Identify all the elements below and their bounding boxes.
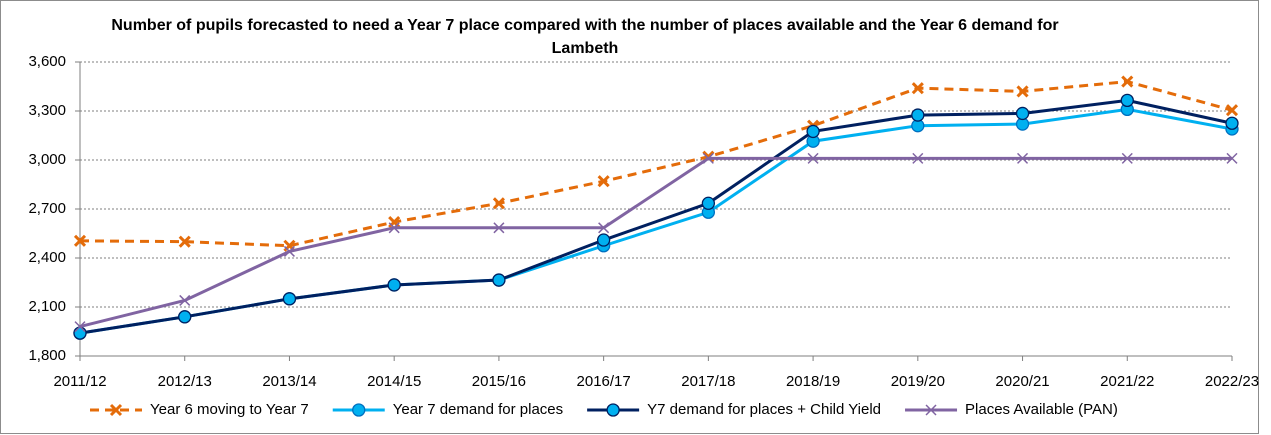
chart-title: Number of pupils forecasted to need a Ye… (111, 17, 1059, 57)
legend-label: Year 6 moving to Year 7 (150, 401, 309, 418)
y-tick-label: 3,600 (28, 53, 66, 70)
y-tick-label: 1,800 (28, 347, 66, 364)
legend-item: Y7 demand for places + Child Yield (587, 401, 881, 418)
data-point (598, 222, 610, 234)
legend-label: Places Available (PAN) (965, 401, 1118, 418)
legend-item: Year 6 moving to Year 7 (90, 401, 309, 418)
data-point (283, 245, 295, 257)
x-tick-label: 2018/19 (786, 373, 840, 390)
data-point (179, 294, 191, 306)
data-point (1226, 152, 1238, 164)
data-point (492, 273, 506, 287)
legend-marker (352, 403, 366, 417)
data-point (1121, 152, 1133, 164)
x-tick-label: 2019/20 (891, 373, 945, 390)
y-tick-label: 3,300 (28, 102, 66, 119)
x-tick-label: 2021/22 (1100, 373, 1154, 390)
data-point (387, 278, 401, 292)
data-point (911, 108, 925, 122)
data-point (1120, 93, 1134, 108)
data-point (1015, 106, 1030, 121)
x-tick-label: 2017/18 (681, 373, 735, 390)
data-point (911, 82, 924, 95)
data-point (806, 124, 820, 139)
legend-marker (109, 403, 123, 417)
x-tick-label: 2020/21 (995, 373, 1049, 390)
data-point (73, 234, 87, 247)
data-point (807, 152, 819, 164)
data-point (701, 196, 716, 210)
data-point (1225, 116, 1239, 130)
y-tick-label: 2,400 (28, 249, 66, 266)
data-point (178, 310, 192, 324)
x-tick-label: 2015/16 (472, 373, 526, 390)
data-point (178, 235, 191, 248)
legend-item: Year 7 demand for places (332, 401, 563, 418)
data-point (1225, 104, 1239, 117)
data-point (492, 197, 505, 210)
x-tick-label: 2013/14 (262, 373, 316, 390)
data-point (388, 222, 400, 234)
x-tick-label: 2012/13 (158, 373, 212, 390)
data-point (596, 233, 611, 247)
data-point (912, 152, 924, 164)
data-point (282, 292, 297, 306)
series-line (79, 156, 1232, 329)
x-tick-label: 2016/17 (577, 373, 631, 390)
data-point (1017, 152, 1029, 164)
legend-label: Year 7 demand for places (393, 401, 563, 418)
data-point (597, 175, 610, 188)
series-line (79, 98, 1233, 335)
data-point (74, 321, 86, 333)
data-point (1121, 75, 1134, 88)
legend-item: Places Available (PAN) (905, 401, 1118, 418)
data-point (702, 152, 714, 164)
x-tick-label: 2022/23 (1205, 373, 1259, 390)
x-tick-label: 2011/12 (53, 373, 106, 390)
legend-marker (606, 403, 620, 417)
legend-label: Y7 demand for places + Child Yield (647, 401, 881, 418)
x-tick-label: 2014/15 (367, 373, 421, 390)
y-tick-label: 2,100 (28, 298, 66, 315)
data-point (73, 326, 87, 340)
y-tick-label: 3,000 (28, 151, 66, 168)
legend-marker (925, 404, 937, 416)
series-line (79, 80, 1233, 248)
data-point (1016, 85, 1029, 98)
y-tick-label: 2,700 (28, 200, 66, 217)
data-point (493, 222, 505, 234)
